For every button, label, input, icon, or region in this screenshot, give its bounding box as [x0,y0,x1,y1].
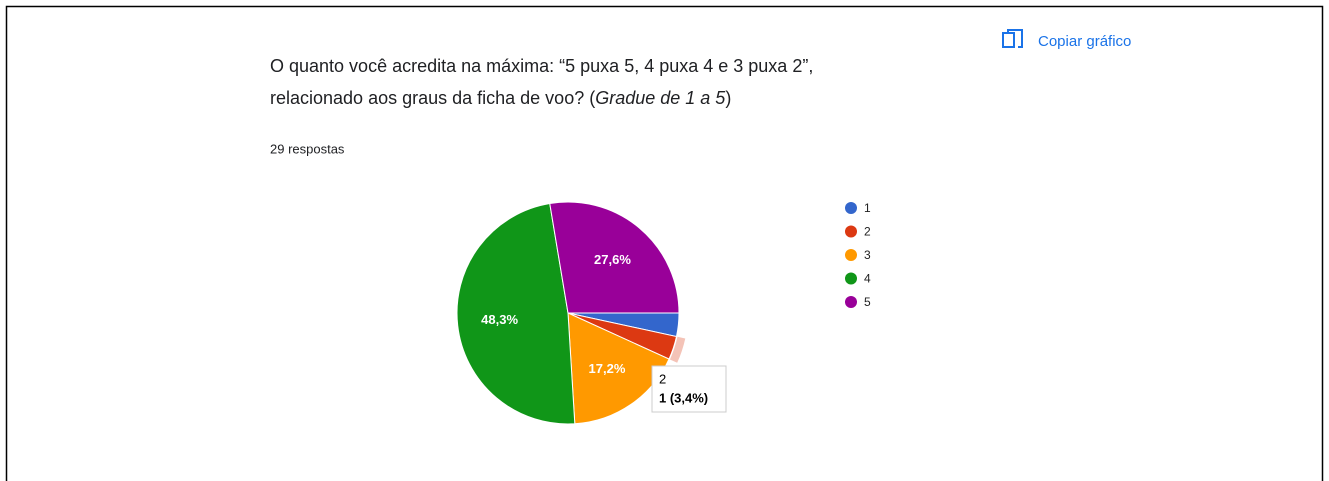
legend-swatch [845,272,857,285]
tooltip: 2 1 (3,4%) [651,365,727,413]
tooltip-value: 1 (3,4%) [659,390,708,405]
legend-label: 5 [864,295,871,309]
response-count: 29 respostas [270,141,345,156]
pie-slice [549,201,680,314]
legend-label: 3 [864,248,871,262]
title-italic: Gradue de 1 a 5 [595,88,726,108]
legend-swatch [845,296,857,308]
legend-swatch [845,202,857,214]
legend-label: 2 [864,225,871,239]
title-text: ) [725,88,731,108]
slice-label: 17,2% [589,361,626,376]
pie-slice [456,202,576,425]
copy-icon [1007,29,1023,48]
legend-swatch [845,225,857,238]
title-text: relacionado aos graus da ficha de voo? ( [270,88,595,108]
legend-label: 1 [864,201,871,215]
question-title: relacionado aos graus da ficha de voo? (… [270,88,731,108]
tooltip-box [651,365,727,413]
copy-label[interactable]: Copiar gráfico [1038,33,1131,50]
legend: 1 2 3 4 5 [845,201,871,309]
copy-icon [1002,32,1015,48]
legend-swatch [845,249,857,261]
slice-label: 48,3% [481,312,518,327]
copy-chart-button[interactable]: Copiar gráfico [1002,29,1131,50]
question-title: O quanto você acredita na máxima: “5 pux… [270,56,813,76]
frame [5,5,1324,481]
legend-label: 4 [864,272,871,286]
slice-highlight [669,336,686,363]
tooltip-category: 2 [659,371,666,386]
slice-label: 27,6% [594,252,631,267]
pie-chart: 17,2% 48,3% 27,6% [456,201,686,425]
